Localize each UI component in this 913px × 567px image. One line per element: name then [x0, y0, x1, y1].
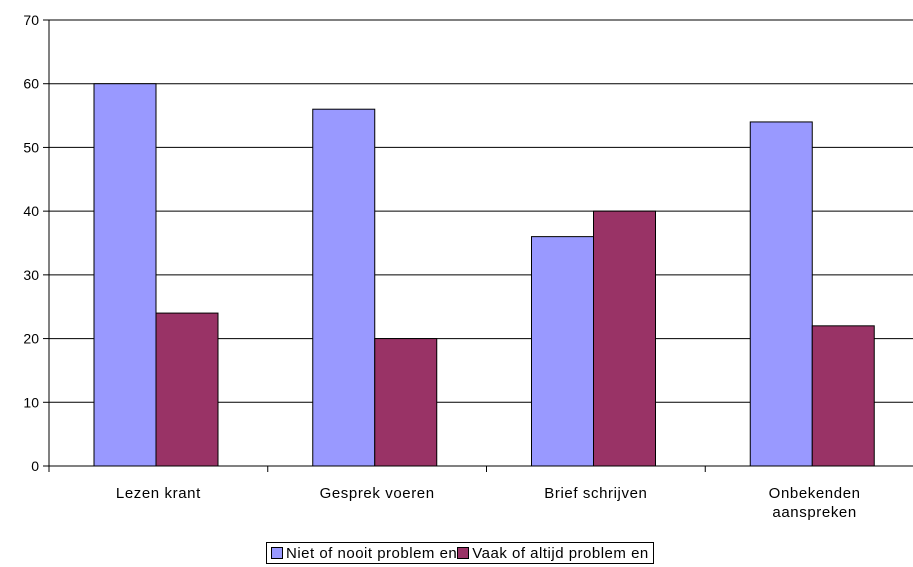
bar-1-4 — [749, 121, 813, 467]
bar-2-1 — [155, 312, 219, 467]
y-tick-label: 40 — [23, 203, 39, 219]
legend-swatch-series-1 — [271, 547, 283, 559]
legend-label-series-2: Vaak of altijd problem en — [472, 544, 649, 562]
y-tick-label: 20 — [23, 331, 39, 347]
x-tick-label-line: aanspreken — [772, 504, 856, 521]
y-tick-label: 0 — [31, 458, 39, 474]
bar-2-4 — [811, 325, 875, 467]
bar-1-2 — [312, 108, 376, 467]
bar-1-1 — [93, 83, 157, 467]
x-tick-label-line: Gesprek voeren — [320, 485, 435, 502]
y-tick-label: 10 — [23, 394, 39, 410]
x-tick-label: Onbekenden aanspreken — [769, 485, 861, 521]
x-tick-label: Gesprek voeren — [320, 485, 435, 502]
legend: Niet of nooit problem en Vaak of altijd … — [266, 542, 654, 564]
legend-swatch-series-2 — [457, 547, 470, 559]
x-tick-labels: Lezen krant Gesprek voeren Brief schrijven… — [116, 485, 861, 521]
y-tick-label: 70 — [23, 12, 39, 28]
x-tick-label: Brief schrijven — [544, 485, 647, 502]
bar-2-2 — [374, 338, 438, 467]
legend-item-series-2: Vaak of altijd problem en — [457, 545, 648, 562]
bar-2-3 — [593, 210, 656, 467]
bars — [93, 83, 875, 467]
legend-label-series-1: Niet of nooit problem en — [286, 544, 458, 562]
y-tick-label: 50 — [23, 139, 39, 155]
x-tick-label-line: Brief schrijven — [544, 485, 647, 502]
y-tick-label: 60 — [23, 76, 39, 92]
x-tick-label-line: Onbekenden — [769, 485, 861, 502]
y-tick-labels: 0 10 20 30 40 50 60 70 — [23, 12, 39, 474]
y-tick-label: 30 — [23, 267, 39, 283]
legend-item-series-1: Niet of nooit problem en — [271, 545, 457, 562]
x-tick-label: Lezen krant — [116, 485, 201, 502]
bar-1-3 — [531, 236, 594, 467]
x-tick-label-line: Lezen krant — [116, 485, 201, 502]
axes — [43, 19, 913, 472]
bar-chart: 0 10 20 30 40 50 60 70 Lezen krant Gesprek voere… — [23, 12, 913, 521]
